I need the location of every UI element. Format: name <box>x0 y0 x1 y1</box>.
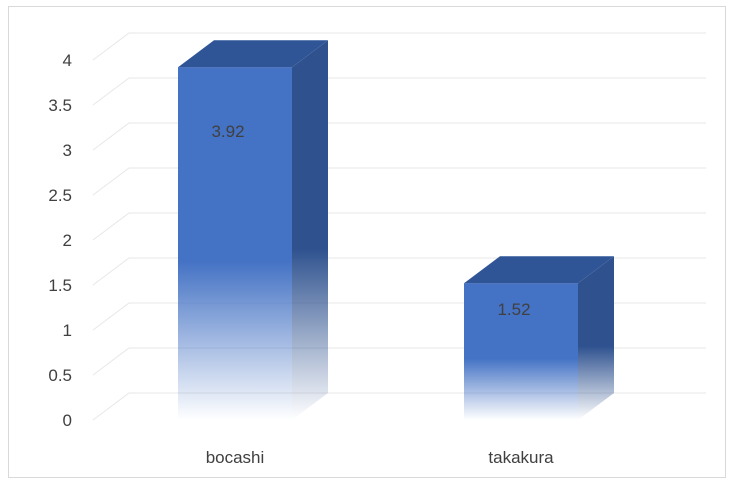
gridline-8 <box>92 32 706 61</box>
bar-top-0 <box>178 40 328 68</box>
bar-bocashi: 3.92 <box>178 40 328 420</box>
bar-side-1 <box>578 256 614 420</box>
bar-front-0 <box>178 67 292 420</box>
bar-takakura: 1.52 <box>464 256 614 420</box>
y-tick-label-6: 3 <box>63 141 72 160</box>
y-tick-label-4: 2 <box>63 231 72 250</box>
gridline-5 <box>92 167 706 196</box>
bar-top-1 <box>464 256 614 284</box>
gridline-4 <box>92 212 706 241</box>
chart-frame <box>8 6 726 478</box>
gridline-6 <box>92 122 706 151</box>
gridline-7 <box>92 77 706 106</box>
x-axis-categories: bocashi takakura <box>206 448 554 467</box>
bar-front-1 <box>464 283 578 420</box>
data-label-1: 1.52 <box>497 300 530 319</box>
y-tick-label-8: 4 <box>63 51 72 70</box>
data-label-0: 3.92 <box>211 122 244 141</box>
y-tick-label-7: 3.5 <box>48 96 72 115</box>
y-axis-ticks: 0 0.5 1 1.5 2 2.5 3 3.5 4 <box>48 51 72 430</box>
y-tick-label-5: 2.5 <box>48 186 72 205</box>
bars: 3.92 1.52 <box>178 40 614 420</box>
y-tick-label-2: 1 <box>63 321 72 340</box>
bar-side-0 <box>292 40 328 420</box>
y-tick-label-1: 0.5 <box>48 366 72 385</box>
y-tick-label-3: 1.5 <box>48 276 72 295</box>
x-category-label-0: bocashi <box>206 448 265 467</box>
y-tick-label-0: 0 <box>63 411 72 430</box>
x-category-label-1: takakura <box>488 448 554 467</box>
